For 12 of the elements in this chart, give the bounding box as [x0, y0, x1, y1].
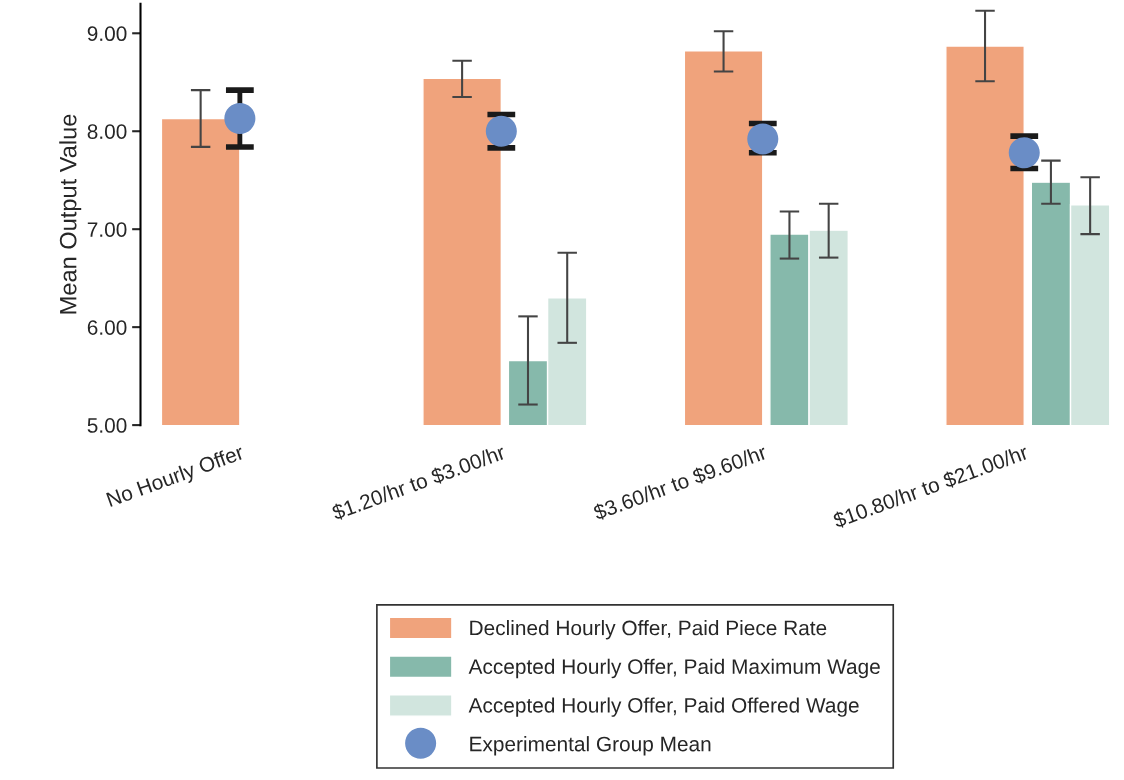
- legend-label: Declined Hourly Offer, Paid Piece Rate: [470, 620, 827, 640]
- y-tick-label: 6.00: [87, 320, 127, 335]
- legend-label: Accepted Hourly Offer, Paid Maximum Wage: [468, 658, 880, 679]
- y-tick-label: 7.00: [87, 222, 127, 237]
- x-tick-label: No Hourly Offer: [105, 443, 247, 511]
- y-axis-title: Mean Output Value: [59, 114, 82, 314]
- legend-label: Experimental Group Mean: [470, 736, 711, 756]
- y-tick-label: 8.00: [87, 124, 127, 139]
- y-tick-label: 5.00: [87, 418, 127, 433]
- point: [224, 102, 256, 135]
- y-tick-label: 9.00: [87, 26, 127, 42]
- legend-label: Accepted Hourly Offer, Paid Offered Wage: [468, 697, 859, 717]
